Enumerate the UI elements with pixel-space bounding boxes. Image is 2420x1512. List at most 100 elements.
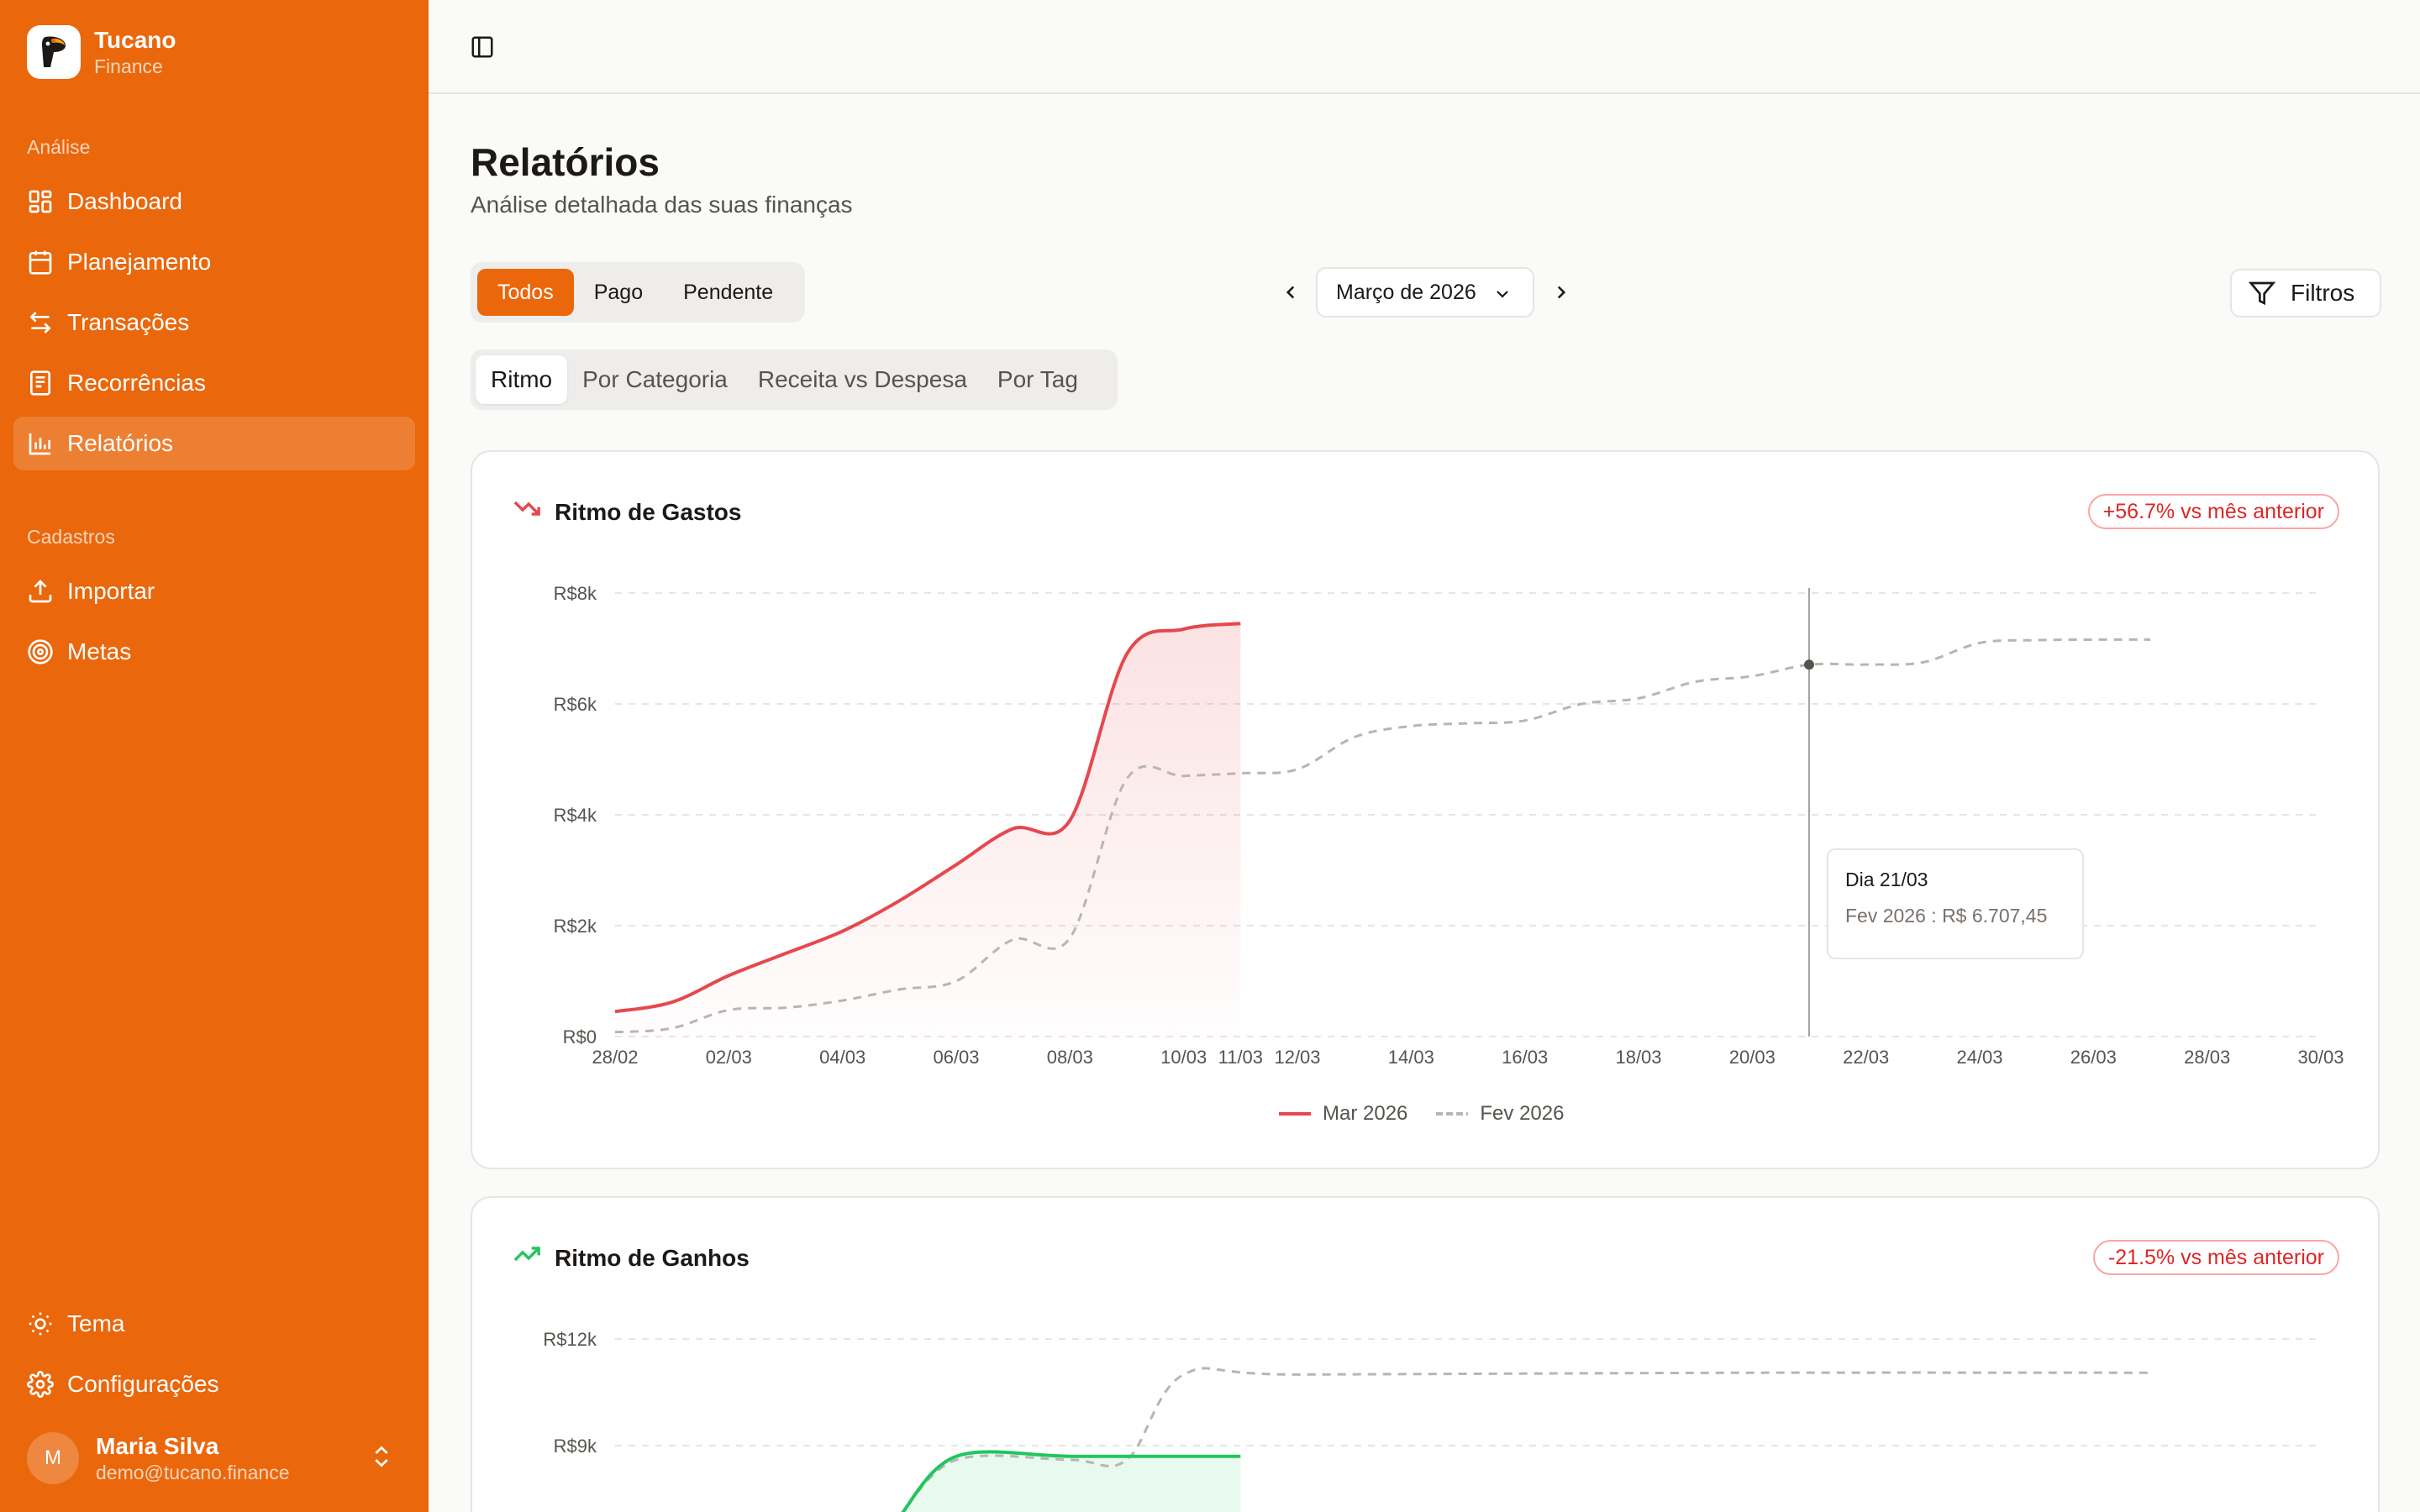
section-label-cadastros: Cadastros <box>27 526 115 548</box>
user-email: demo@tucano.finance <box>96 1462 290 1483</box>
x-tick-label: 22/03 <box>1843 1047 1889 1068</box>
x-tick-label: 18/03 <box>1615 1047 1661 1068</box>
trending-down-icon <box>513 501 540 516</box>
sidebar-item-configuracoes[interactable]: Configurações <box>13 1357 415 1411</box>
y-tick-label: R$4k <box>554 805 597 826</box>
legend-swatch <box>1279 1112 1311 1116</box>
income-area-chart[interactable]: R$12k R$9k <box>472 1198 2380 1512</box>
current-series-line <box>614 622 1241 1014</box>
x-tick-label: 16/03 <box>1502 1047 1548 1068</box>
x-tick-label: 06/03 <box>933 1047 979 1068</box>
status-pendente-button[interactable]: Pendente <box>683 280 774 304</box>
previous-series-line <box>902 1367 2151 1512</box>
x-tick-label: 04/03 <box>819 1047 865 1068</box>
sidebar-item-label: Recorrências <box>67 370 206 396</box>
tab-ritmo[interactable]: Ritmo <box>476 355 568 404</box>
dashboard-icon <box>29 190 52 213</box>
avatar: M <box>27 1432 79 1484</box>
sidebar-item-tema[interactable]: Tema <box>13 1297 415 1351</box>
hover-point <box>1804 659 1814 670</box>
sidebar-item-metas[interactable]: Metas <box>13 625 415 679</box>
previous-series-line <box>614 638 2151 1034</box>
legend-item-current[interactable]: Mar 2026 <box>1279 1102 1407 1126</box>
next-month-button[interactable] <box>1546 277 1576 307</box>
chevrons-up-down-icon <box>375 1446 388 1467</box>
x-tick-label: 12/03 <box>1274 1047 1320 1068</box>
target-icon <box>28 639 53 664</box>
sidebar-item-label: Tema <box>67 1310 125 1336</box>
tab-por-tag[interactable]: Por Tag <box>997 366 1078 392</box>
previous-month-button[interactable] <box>1276 277 1306 307</box>
sun-icon <box>29 1312 52 1336</box>
sidebar-item-importar[interactable]: Importar <box>13 564 415 618</box>
x-tick-label: 28/03 <box>2184 1047 2230 1068</box>
x-tick-label: 02/03 <box>706 1047 752 1068</box>
sidebar: Tucano Finance Análise Dashboard Planeja… <box>0 0 429 1512</box>
change-badge: -21.5% vs mês anterior <box>2092 1240 2339 1275</box>
month-label: Março de 2026 <box>1336 280 1476 304</box>
brand[interactable]: Tucano Finance <box>27 25 176 79</box>
y-tick-label: R$2k <box>554 916 597 937</box>
sidebar-item-label: Dashboard <box>67 188 182 214</box>
sidebar-item-label: Relatórios <box>67 430 174 456</box>
tab-por-categoria[interactable]: Por Categoria <box>582 366 728 392</box>
toucan-logo-icon <box>27 25 81 79</box>
brand-subtitle: Finance <box>94 55 163 77</box>
trending-up-icon <box>513 1247 540 1262</box>
calendar-icon <box>29 250 52 275</box>
status-pago-button[interactable]: Pago <box>593 280 644 304</box>
sidebar-item-label: Planejamento <box>67 249 212 275</box>
brand-name: Tucano <box>94 27 176 53</box>
x-tick-label: 11/03 <box>1218 1047 1263 1068</box>
change-badge: +56.7% vs mês anterior <box>2087 494 2339 529</box>
tooltip-title: Dia 21/03 <box>1845 869 1928 890</box>
tooltip-value: Fev 2026 : R$ 6.707,45 <box>1845 905 2048 927</box>
legend-item-previous[interactable]: Fev 2026 <box>1436 1102 1564 1126</box>
sidebar-toggle-button[interactable] <box>466 30 499 64</box>
user-name: Maria Silva <box>96 1433 219 1459</box>
x-tick-label: 14/03 <box>1388 1047 1434 1068</box>
chart-tooltip: Dia 21/03 Fev 2026 : R$ 6.707,45 <box>1827 848 2084 959</box>
sidebar-item-recorrencias[interactable]: Recorrências <box>13 356 415 410</box>
sidebar-item-label: Configurações <box>67 1371 219 1397</box>
card-title: Ritmo de Ganhos <box>555 1245 750 1271</box>
status-todos-button[interactable]: Todos <box>477 269 574 316</box>
filter-icon <box>2249 281 2275 306</box>
x-tick-label: 20/03 <box>1729 1047 1776 1068</box>
y-tick-label: R$9k <box>554 1436 597 1457</box>
receipt-icon <box>30 370 50 396</box>
gear-icon <box>27 1371 54 1398</box>
y-tick-label: R$0 <box>563 1026 597 1047</box>
card-title: Ritmo de Gastos <box>555 499 742 525</box>
sidebar-item-transacoes[interactable]: Transações <box>13 296 415 349</box>
x-tick-label: 28/02 <box>592 1047 638 1068</box>
y-tick-label: R$12k <box>543 1329 597 1350</box>
x-tick-label: 26/03 <box>2070 1047 2117 1068</box>
chevron-left-icon <box>1286 286 1295 299</box>
bar-chart-icon <box>29 433 50 455</box>
sidebar-item-planejamento[interactable]: Planejamento <box>13 235 415 289</box>
y-tick-label: R$8k <box>554 583 597 604</box>
month-select[interactable]: Março de 2026 <box>1316 267 1534 318</box>
sidebar-item-dashboard[interactable]: Dashboard <box>13 175 415 228</box>
page-subtitle: Análise detalhada das suas finanças <box>471 192 853 218</box>
income-pace-card: Ritmo de Ganhos -21.5% vs mês anterior R… <box>471 1196 2380 1512</box>
current-series-line <box>901 1450 1241 1512</box>
sidebar-item-label: Metas <box>67 638 132 664</box>
filters-button[interactable]: Filtros <box>2230 269 2381 318</box>
status-filter: Todos Pago Pendente <box>471 262 805 323</box>
spending-pace-card: Ritmo de Gastos +56.7% vs mês anterior R… <box>471 450 2380 1169</box>
sidebar-item-relatorios[interactable]: Relatórios <box>13 417 415 470</box>
spending-line-chart[interactable]: R$0 R$2k R$4k R$6k R$8k 28/02 02/03 04/03 06/03 0… <box>472 452 2380 1169</box>
legend-swatch <box>1436 1112 1469 1116</box>
page-title: Relatórios <box>471 140 660 184</box>
transfer-icon <box>29 312 51 333</box>
x-tick-label: 24/03 <box>1956 1047 2002 1068</box>
tab-receita-vs-despesa[interactable]: Receita vs Despesa <box>757 366 967 392</box>
chart-legend: Mar 2026 Fev 2026 <box>1279 1102 1592 1126</box>
user-menu[interactable]: M Maria Silva demo@tucano.finance <box>27 1428 402 1488</box>
section-label-analysis: Análise <box>27 136 91 158</box>
legend-label: Mar 2026 <box>1323 1102 1408 1125</box>
chevron-down-icon <box>1497 291 1508 298</box>
sidebar-item-label: Importar <box>67 578 155 604</box>
